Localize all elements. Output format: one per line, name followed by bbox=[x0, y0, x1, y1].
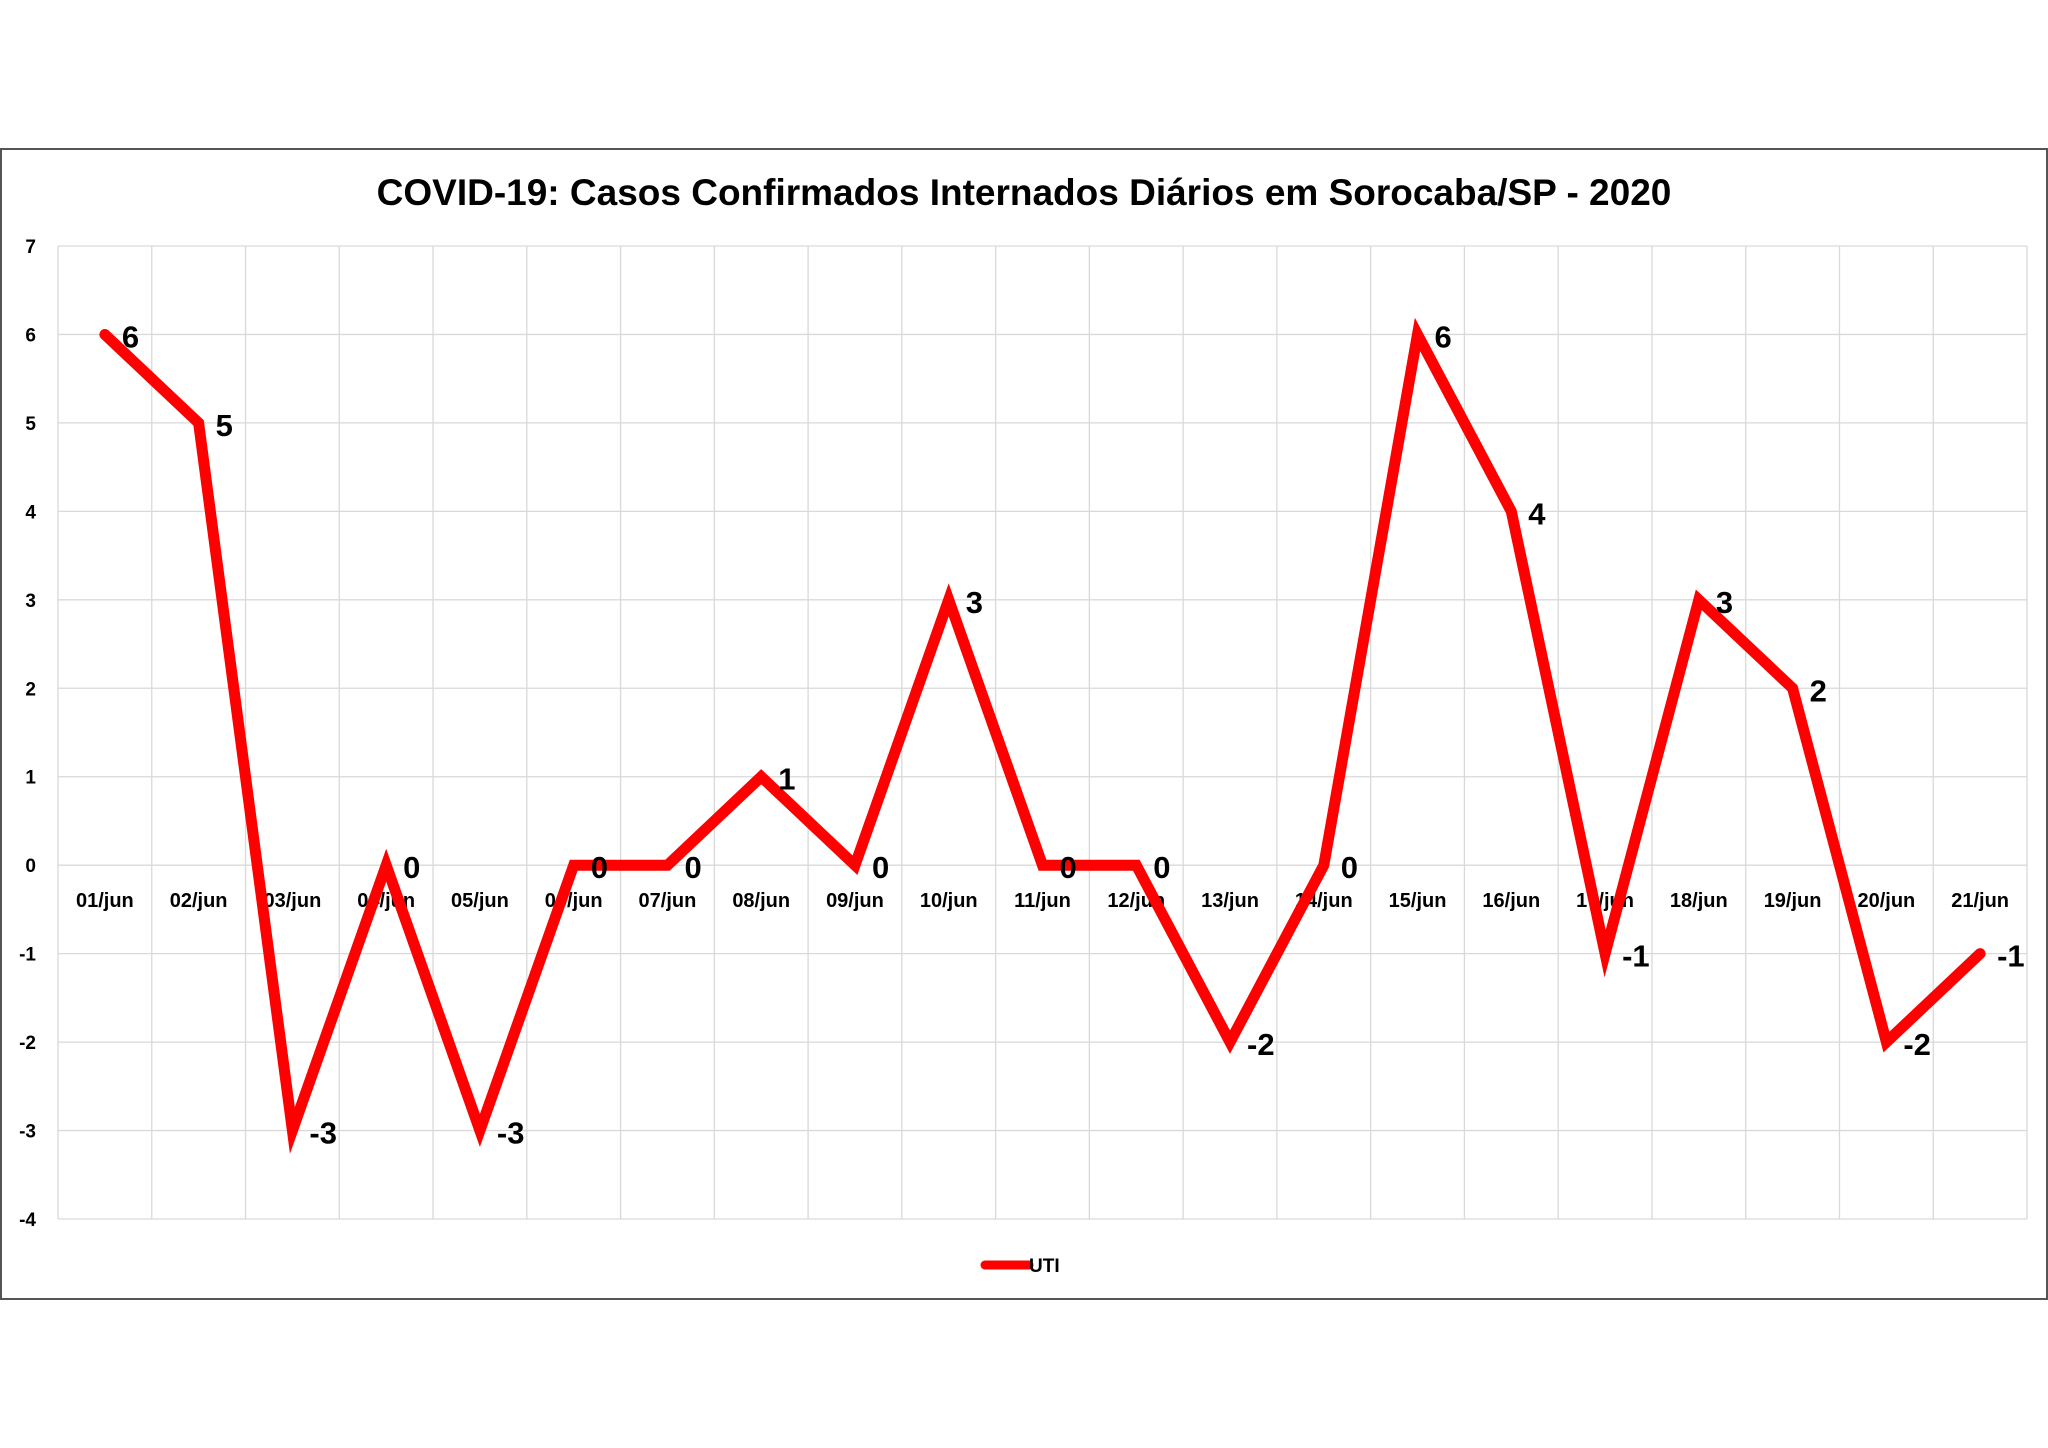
y-axis: 7 6 5 4 3 2 1 0 -1 -2 -3 -4 bbox=[19, 237, 36, 1231]
x-tick-label: 15/jun bbox=[1389, 890, 1447, 912]
data-label: -2 bbox=[1903, 1027, 1931, 1062]
data-point bbox=[849, 860, 860, 871]
chart-frame bbox=[0, 148, 2048, 1300]
y-tick-label: -2 bbox=[19, 1033, 36, 1054]
data-point bbox=[1318, 860, 1329, 871]
data-point bbox=[1037, 860, 1048, 871]
x-tick-label: 09/jun bbox=[826, 890, 884, 912]
legend-label: UTI bbox=[1029, 1256, 1060, 1277]
data-point bbox=[1506, 506, 1517, 517]
y-tick-label: 0 bbox=[25, 856, 36, 877]
data-labels: 6 5 -3 0 -3 0 0 1 0 3 0 0 -2 0 6 4 -1 3 2 -2 -1 bbox=[122, 319, 2025, 1150]
y-tick-label: 2 bbox=[25, 679, 36, 700]
x-tick-label: 10/jun bbox=[920, 890, 978, 912]
data-point bbox=[1975, 948, 1986, 959]
data-point bbox=[1693, 594, 1704, 605]
data-label: 0 bbox=[684, 850, 701, 885]
data-label: -1 bbox=[1622, 939, 1650, 974]
chart-title: COVID-19: Casos Confirmados Internados D… bbox=[377, 172, 1672, 213]
data-point bbox=[1600, 948, 1611, 959]
plot-grid bbox=[57, 245, 2028, 1220]
data-label: 6 bbox=[122, 319, 139, 354]
data-point bbox=[381, 860, 392, 871]
data-label: -1 bbox=[1997, 939, 2025, 974]
data-point bbox=[1787, 683, 1798, 694]
x-tick-label: 07/jun bbox=[639, 890, 697, 912]
x-tick-label: 01/jun bbox=[76, 890, 134, 912]
data-point bbox=[287, 1125, 298, 1136]
data-point bbox=[193, 417, 204, 428]
data-label: 4 bbox=[1528, 496, 1546, 531]
data-label: 5 bbox=[216, 408, 233, 443]
data-point bbox=[662, 860, 673, 871]
data-label: 0 bbox=[1153, 850, 1170, 885]
y-tick-label: 6 bbox=[25, 325, 36, 346]
x-tick-label: 20/jun bbox=[1857, 890, 1915, 912]
x-tick-label: 02/jun bbox=[170, 890, 228, 912]
data-label: 0 bbox=[1341, 850, 1358, 885]
data-point bbox=[1225, 1037, 1236, 1048]
data-label: 0 bbox=[872, 850, 889, 885]
x-tick-label: 19/jun bbox=[1764, 890, 1822, 912]
data-label: 6 bbox=[1435, 319, 1452, 354]
x-tick-label: 03/jun bbox=[264, 890, 322, 912]
series-layer bbox=[99, 317, 1986, 1154]
data-point bbox=[474, 1125, 485, 1136]
data-label: 3 bbox=[966, 585, 983, 620]
y-tick-label: 4 bbox=[25, 502, 36, 523]
data-label: 2 bbox=[1810, 673, 1827, 708]
data-label: 0 bbox=[591, 850, 608, 885]
y-tick-label: 1 bbox=[25, 768, 36, 789]
data-point bbox=[756, 771, 767, 782]
y-tick-label: -3 bbox=[19, 1122, 36, 1143]
x-tick-label: 13/jun bbox=[1201, 890, 1259, 912]
data-point bbox=[1131, 860, 1142, 871]
y-tick-label: 3 bbox=[25, 591, 36, 612]
data-label: 1 bbox=[778, 762, 795, 797]
x-axis: 01/jun 02/jun 03/jun 04/jun 05/jun 06/jun 07/j… bbox=[76, 890, 2009, 912]
data-label: -2 bbox=[1247, 1027, 1275, 1062]
x-tick-label: 21/jun bbox=[1951, 890, 2009, 912]
data-label: -3 bbox=[309, 1116, 337, 1151]
data-label: 3 bbox=[1716, 585, 1733, 620]
y-tick-label: -1 bbox=[19, 945, 36, 966]
data-point bbox=[943, 594, 954, 605]
data-point bbox=[1412, 329, 1423, 340]
x-tick-label: 05/jun bbox=[451, 890, 509, 912]
y-tick-label: 7 bbox=[25, 237, 36, 258]
legend: UTI bbox=[980, 1256, 1060, 1277]
y-tick-label: -4 bbox=[19, 1210, 36, 1231]
y-tick-label: 5 bbox=[25, 414, 36, 435]
data-point bbox=[1881, 1037, 1892, 1048]
x-tick-label: 16/jun bbox=[1482, 890, 1540, 912]
data-label: 0 bbox=[403, 850, 420, 885]
data-label: 0 bbox=[1060, 850, 1077, 885]
data-label: -3 bbox=[497, 1116, 525, 1151]
x-tick-label: 11/jun bbox=[1014, 890, 1071, 912]
data-point bbox=[99, 329, 110, 340]
x-tick-label: 18/jun bbox=[1670, 890, 1728, 912]
data-point bbox=[568, 860, 579, 871]
x-tick-label: 08/jun bbox=[732, 890, 790, 912]
